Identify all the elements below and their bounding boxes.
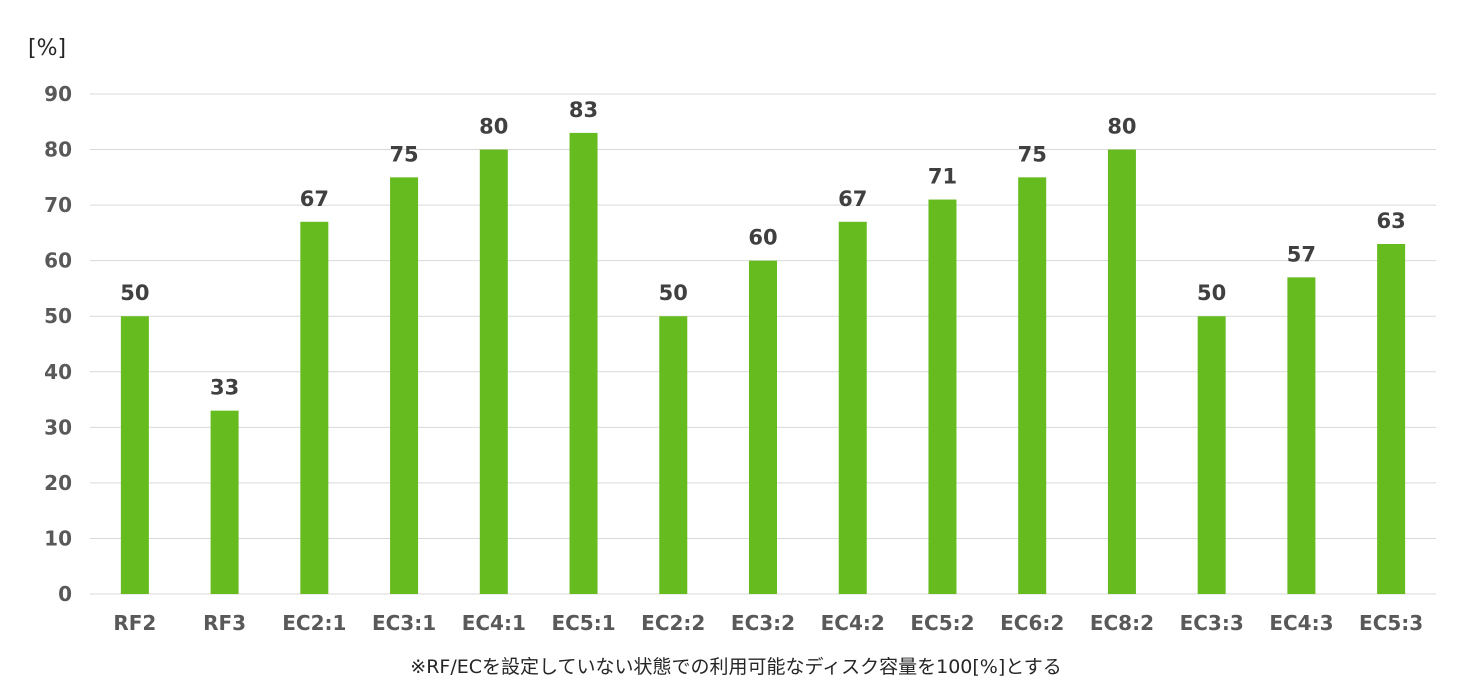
x-tick-label: EC6:2 [1000,611,1064,635]
data-label: 33 [210,376,239,400]
y-tick-label: 0 [58,582,72,606]
x-tick-label: EC4:3 [1269,611,1333,635]
data-labels: 50 33 67 75 80 83 50 60 67 71 75 80 50 57 63 [120,98,1406,400]
data-label: 63 [1377,209,1406,233]
bar-ec5-2 [928,199,957,595]
data-label: 60 [748,226,777,250]
bar-rf3 [210,410,239,594]
bar-ec4-3 [1287,277,1316,594]
x-tick-label: EC8:2 [1090,611,1154,635]
x-tick-label: EC3:1 [372,611,436,635]
bar-ec2-1 [300,221,329,594]
x-tick-label: EC2:1 [282,611,346,635]
x-tick-label: EC5:1 [551,611,615,635]
x-tick-label: EC3:2 [731,611,795,635]
bar-ec6-2 [1018,177,1047,595]
x-tick-label: EC2:2 [641,611,705,635]
data-label: 50 [120,281,149,305]
bar-ec8-2 [1107,149,1136,595]
x-axis: RF2 RF3 EC2:1 EC3:1 EC4:1 EC5:1 EC2:2 EC3:2 EC4:… [113,611,1423,635]
data-label: 67 [300,187,329,211]
bar-ec3-1 [390,177,419,595]
bar-rf2 [120,316,149,594]
y-tick-label: 30 [44,415,72,439]
y-tick-label: 40 [44,360,72,384]
y-tick-label: 20 [44,471,72,495]
bar-ec3-3 [1197,316,1226,594]
y-axis-unit-label: [%] [28,36,66,61]
x-tick-label: EC4:1 [462,611,526,635]
y-tick-label: 60 [44,249,72,273]
bar-ec3-2 [749,260,777,594]
data-label: 50 [659,281,688,305]
bar-ec4-1 [479,149,508,595]
bars [120,132,1406,595]
data-label: 80 [479,115,508,139]
chart-footnote: ※RF/ECを設定していない状態での利用可能なディスク容量を100[%]とする [410,656,1061,678]
x-tick-label: RF3 [203,611,246,635]
data-label: 50 [1197,281,1226,305]
bar-ec2-2 [659,316,688,594]
data-label: 75 [1018,142,1047,166]
data-label: 83 [569,98,598,122]
x-tick-label: EC4:2 [821,611,885,635]
bar-ec5-3 [1377,244,1406,594]
y-tick-label: 50 [44,304,72,328]
data-label: 67 [838,187,867,211]
x-tick-label: EC3:3 [1180,611,1244,635]
data-label: 80 [1107,115,1136,139]
x-tick-label: EC5:3 [1359,611,1423,635]
data-label: 71 [928,165,957,189]
y-tick-label: 70 [44,193,72,217]
data-label: 57 [1287,242,1316,266]
bar-ec4-2 [838,221,867,594]
y-tick-label: 90 [44,82,72,106]
y-tick-label: 10 [44,526,72,550]
bar-ec5-1 [569,132,598,594]
y-axis: 0 10 20 30 40 50 60 70 80 90 [44,82,72,606]
data-label: 75 [389,142,418,166]
x-tick-label: RF2 [113,611,156,635]
y-tick-label: 80 [44,138,72,162]
x-tick-label: EC5:2 [910,611,974,635]
